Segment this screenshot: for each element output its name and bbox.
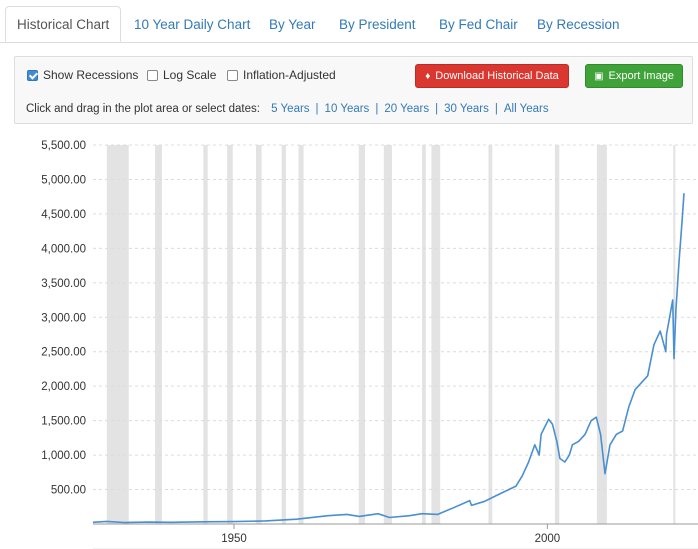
x-tick-label: 2000 [535,533,561,545]
recession-band [488,145,493,524]
show-recessions-checkbox[interactable] [27,69,38,81]
recession-band [106,145,129,524]
y-tick-label: 2,000.00 [41,381,86,393]
recession-band [255,145,262,524]
log-scale-label: Log Scale [163,68,217,82]
y-axis: 500.00 1,000.00 1,500.00 2,000.00 2,500.00 3,… [41,140,86,497]
range-separator: | [315,103,319,115]
gridlines [93,144,698,549]
inflation-adjusted-label: Inflation-Adjusted [243,68,336,82]
recession-band [431,145,441,524]
recession-band [281,145,287,524]
recession-bands [106,145,676,524]
tab-bar: Historical Chart 10 Year Daily Chart By … [0,0,698,43]
tab-by-fed-chair[interactable]: By Fed Chair [439,17,518,32]
tab-historical-chart[interactable]: Historical Chart [5,6,122,42]
chart-options-panel: Show Recessions Log Scale Inflation-Adju… [14,56,693,124]
y-tick-label: 4,000.00 [41,243,86,255]
recession-band [554,145,560,524]
range-20-years-link[interactable]: 20 Years [384,103,430,115]
export-button-label: Export Image [608,70,674,82]
y-tick-label: 1,500.00 [41,416,86,428]
range-separator: | [375,103,379,115]
historical-line-chart[interactable]: 500.00 1,000.00 1,500.00 2,000.00 2,500.00 3,… [0,130,698,549]
y-tick-label: 5,000.00 [41,174,86,186]
show-recessions-label: Show Recessions [43,68,139,82]
range-30-years-link[interactable]: 30 Years [444,103,489,115]
range-10-years-link[interactable]: 10 Years [324,103,370,115]
range-separator: | [494,103,498,115]
y-tick-label: 5,500.00 [41,140,86,152]
y-tick-label: 500.00 [51,485,86,497]
y-tick-label: 2,500.00 [41,347,86,359]
image-icon: ▣ [594,71,604,82]
tab-10-year-daily-chart[interactable]: 10 Year Daily Chart [134,17,251,32]
recession-band [422,145,426,524]
download-icon: ♦ [425,71,431,82]
y-tick-label: 3,000.00 [41,312,86,324]
recession-band [383,145,392,524]
recession-band [358,145,365,524]
download-button-label: Download Historical Data [435,70,559,82]
range-separator: | [435,103,439,115]
log-scale-option[interactable]: Log Scale [147,68,216,82]
range-5-years-link[interactable]: 5 Years [271,103,310,115]
show-recessions-option[interactable]: Show Recessions [27,68,138,82]
inflation-adjusted-option[interactable]: Inflation-Adjusted [227,68,336,82]
recession-band [155,145,162,524]
export-image-button[interactable]: ▣ Export Image [585,64,683,88]
range-all-years-link[interactable]: All Years [503,103,549,115]
price-series [92,193,685,524]
tab-by-year[interactable]: By Year [269,17,316,32]
tab-by-president[interactable]: By President [339,17,416,32]
y-tick-label: 3,500.00 [41,278,86,290]
recession-band [596,145,607,524]
log-scale-checkbox[interactable] [147,69,158,81]
x-axis: 1950 2000 [221,524,560,545]
tab-by-recession[interactable]: By Recession [537,17,620,32]
inflation-adjusted-checkbox[interactable] [227,69,238,81]
date-selector-prompt: Click and drag in the plot area or selec… [26,103,260,115]
y-tick-label: 4,500.00 [41,209,86,221]
series-line [92,193,685,524]
recession-band [203,145,208,524]
x-tick-label: 1950 [221,533,247,545]
date-range-selector: Click and drag in the plot area or selec… [26,103,549,115]
download-historical-data-button[interactable]: ♦ Download Historical Data [415,64,569,88]
recession-band [227,145,233,524]
y-tick-label: 1,000.00 [41,450,86,462]
recession-band [298,145,304,524]
